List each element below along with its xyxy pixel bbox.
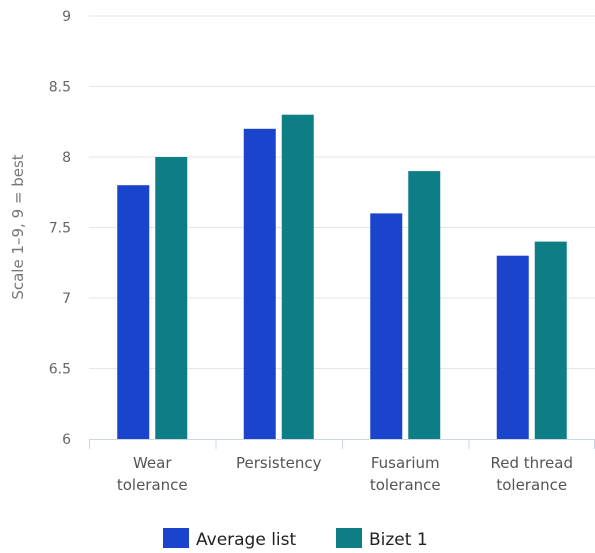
legend-label: Bizet 1 <box>369 530 428 550</box>
x-category-label: Wear tolerance <box>117 454 188 494</box>
legend-swatch <box>163 528 189 548</box>
legend: Average list Bizet 1 <box>163 528 428 550</box>
y-tick-label: 8 <box>62 150 71 166</box>
y-tick-label: 9 <box>62 9 71 25</box>
x-category-label: Fusarium tolerance <box>370 454 441 494</box>
y-tick-label: 6.5 <box>49 362 71 378</box>
y-tick-label: 6 <box>62 432 71 448</box>
x-category-label: Red thread tolerance <box>491 454 573 494</box>
legend-swatch <box>336 528 362 548</box>
bar-average-list <box>243 128 276 440</box>
bar-bizet-1 <box>534 241 567 439</box>
legend-label: Average list <box>196 530 297 550</box>
bar-average-list <box>117 185 150 439</box>
y-axis-ticks: 6 6.5 7 7.5 8 8.5 9 <box>49 9 71 448</box>
y-tick-label: 7.5 <box>49 221 71 237</box>
bar-bizet-1 <box>408 171 441 439</box>
y-tick-label: 8.5 <box>49 80 71 96</box>
x-category-label: Persistency <box>236 454 322 472</box>
y-axis-title: Scale 1–9, 9 = best <box>9 154 27 299</box>
bar-average-list <box>496 255 529 439</box>
bar-average-list <box>370 213 403 439</box>
x-axis: Wear tolerance Persistency Fusarium toleranc… <box>89 439 595 494</box>
y-tick-label: 7 <box>62 291 71 307</box>
bar-bizet-1 <box>281 114 314 439</box>
bar-bizet-1 <box>155 157 188 439</box>
bars <box>117 114 567 440</box>
